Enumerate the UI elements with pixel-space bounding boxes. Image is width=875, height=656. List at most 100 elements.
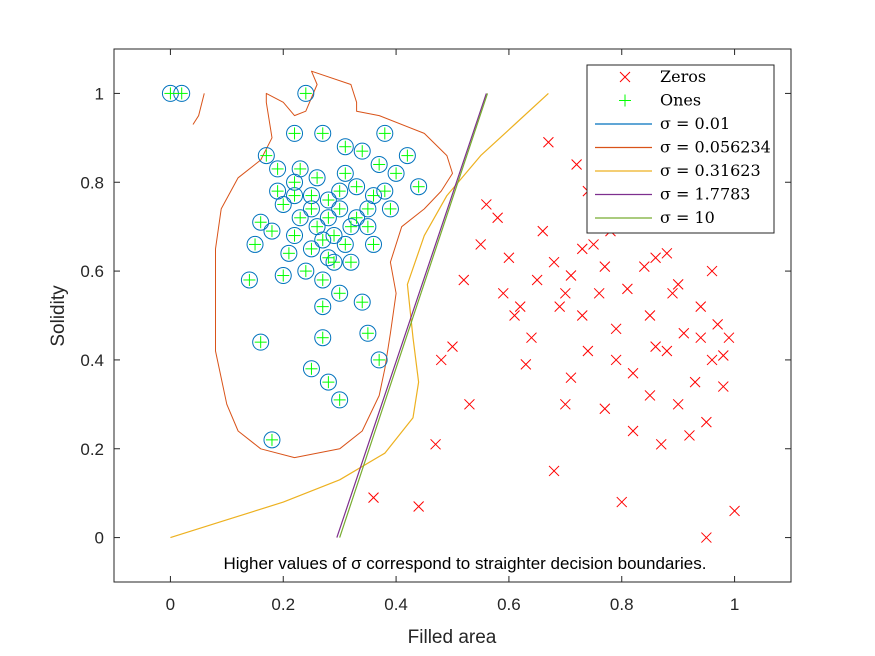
ones-point	[294, 211, 307, 224]
zeros-point-stroke	[712, 319, 724, 330]
zeros-point	[430, 438, 441, 450]
ones-point	[316, 331, 329, 344]
boundary-sigma-0.01-ring	[336, 164, 354, 182]
ones-point	[175, 87, 188, 100]
ones-point	[333, 287, 346, 300]
ones-point	[243, 273, 256, 286]
zeros-point-stroke	[616, 496, 628, 508]
boundary-sigma-0.01-ring	[302, 360, 320, 378]
ones-point	[356, 296, 369, 309]
boundary-sigma-0.01-ring	[286, 227, 304, 245]
boundary-sigma-0.01-ring	[314, 329, 332, 347]
zeros-point	[638, 261, 650, 272]
ones-point	[322, 376, 335, 389]
zeros-point	[655, 438, 667, 450]
zeros-point	[526, 332, 537, 344]
zeros-point-stroke	[706, 354, 718, 366]
zeros-point-stroke	[661, 345, 673, 357]
zeros-point	[531, 274, 543, 286]
ones-point	[328, 229, 341, 242]
ones-point	[339, 238, 352, 251]
boundary-sigma-0.056234-piece	[192, 93, 205, 125]
ones-point	[378, 185, 391, 198]
boundary-sigma-0.01-ring	[353, 293, 371, 311]
zeros-point-stroke	[684, 430, 695, 441]
zeros-point	[706, 265, 718, 277]
zeros-point-stroke	[717, 350, 729, 361]
zeros-point-stroke	[413, 501, 425, 512]
zeros-point-stroke	[447, 341, 458, 352]
zeros-point-stroke	[559, 287, 571, 299]
boundary-sigma-0.01-ring	[348, 178, 366, 196]
x-tick-label: 0	[166, 595, 175, 614]
zeros-point	[413, 501, 425, 512]
zeros-point-stroke	[701, 532, 712, 543]
boundary-sigma-0.01-ring	[308, 169, 326, 187]
ones-point	[288, 176, 301, 189]
ones-point	[288, 127, 301, 140]
boundary-sigma-0.01-ring	[314, 124, 332, 142]
ones-point	[339, 167, 352, 180]
ones-point	[390, 167, 403, 180]
boundary-sigma-0.01-ring	[381, 200, 399, 218]
x-tick-label: 1	[730, 595, 739, 614]
zeros-point-stroke	[537, 225, 549, 237]
ones-point	[316, 233, 329, 246]
legend-entry: σ = 1.7783	[595, 185, 750, 204]
zeros-point-stroke	[695, 301, 707, 312]
boundary-sigma-0.01-ring	[359, 218, 377, 236]
boundary-sigma-0.01-ring	[252, 333, 270, 351]
zeros-point-stroke	[661, 247, 673, 259]
zeros-point	[684, 430, 695, 441]
ones-point	[316, 127, 329, 140]
ones-point	[265, 225, 278, 238]
zeros-point	[701, 532, 712, 543]
zeros-point-stroke	[503, 252, 515, 264]
zeros-point-stroke	[435, 354, 447, 366]
zeros-point-stroke	[543, 136, 554, 148]
ones-point	[350, 211, 363, 224]
zeros-point	[610, 354, 622, 366]
zeros-point-stroke	[599, 403, 611, 415]
legend-entry: σ = 0.31623	[595, 161, 761, 180]
boundary-sigma-0.01-ring	[297, 84, 315, 102]
zeros-point	[480, 199, 492, 210]
ones-point	[271, 162, 284, 175]
legend-label: σ = 10	[660, 208, 715, 227]
zeros-point-stroke	[548, 465, 560, 477]
boundary-sigma-0.01-ring	[331, 200, 349, 218]
boundary-sigma-1.7783	[336, 93, 487, 538]
zeros-point	[622, 283, 633, 295]
ones-point	[305, 242, 318, 255]
zeros-point-stroke	[565, 270, 577, 281]
legend-label: σ = 0.056234	[660, 138, 771, 157]
ones-point	[333, 185, 346, 198]
zeros-point	[717, 350, 729, 361]
boundary-sigma-0.056234	[215, 70, 453, 459]
ones-point	[254, 216, 267, 229]
ones-point	[316, 300, 329, 313]
y-tick-label: 0.8	[80, 173, 104, 192]
boundary-sigma-0.01-ring	[325, 253, 343, 271]
zeros-point	[689, 376, 701, 388]
plot-frame	[113, 48, 792, 583]
zeros-point-stroke	[610, 323, 622, 335]
ones-point	[277, 198, 290, 211]
zeros-point-stroke	[526, 332, 537, 344]
boundary-sigma-0.01-ring	[331, 284, 349, 302]
y-tick-label: 0.2	[80, 440, 104, 459]
boundary-sigma-0.01-ring	[331, 391, 349, 409]
boundary-sigma-0.01-ring	[370, 351, 388, 369]
zeros-point	[576, 310, 588, 321]
y-axis-label: Solidity	[48, 285, 69, 347]
boundary-sigma-0.01-ring	[336, 235, 354, 253]
zeros-point	[599, 403, 611, 415]
zeros-point-stroke	[582, 345, 594, 357]
legend-label: σ = 1.7783	[660, 185, 750, 204]
zeros-point	[667, 287, 678, 299]
y-tick-label: 0	[95, 529, 104, 548]
zeros-point-stroke	[599, 261, 611, 272]
zeros-point	[695, 301, 707, 312]
zeros-point-stroke	[492, 212, 503, 224]
x-tick-label: 0.4	[384, 595, 408, 614]
